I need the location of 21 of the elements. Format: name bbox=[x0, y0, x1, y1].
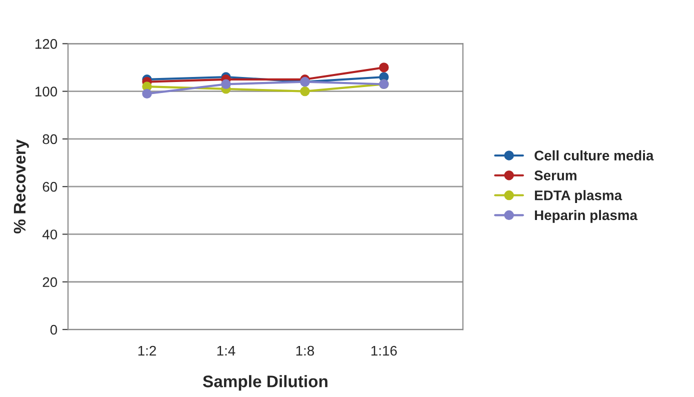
x-tick-label: 1:16 bbox=[371, 346, 397, 356]
x-axis-title: Sample Dilution bbox=[202, 375, 328, 391]
legend-label: EDTA plasma bbox=[534, 190, 622, 204]
x-tick-label: 1:4 bbox=[217, 346, 236, 356]
y-axis-title: % Recovery bbox=[14, 139, 29, 234]
y-tick-label: 0 bbox=[50, 324, 58, 335]
x-tick-label: 1:2 bbox=[138, 346, 156, 356]
point bbox=[142, 88, 152, 99]
point bbox=[221, 79, 231, 90]
y-tick-label: 60 bbox=[42, 182, 58, 192]
y-tick-label: 40 bbox=[42, 230, 58, 240]
point bbox=[379, 62, 389, 72]
y-tick-label: 80 bbox=[42, 134, 58, 144]
y-tick-label: 20 bbox=[42, 277, 58, 288]
legend-label: Heparin plasma bbox=[534, 210, 638, 223]
legend-label: Serum bbox=[534, 170, 576, 180]
x-tick-label: 1:8 bbox=[296, 346, 314, 356]
y-tick-label: 120 bbox=[35, 39, 58, 49]
legend-label: Cell culture media bbox=[534, 150, 654, 160]
point bbox=[300, 86, 310, 96]
y-tick-label: 100 bbox=[35, 86, 58, 96]
